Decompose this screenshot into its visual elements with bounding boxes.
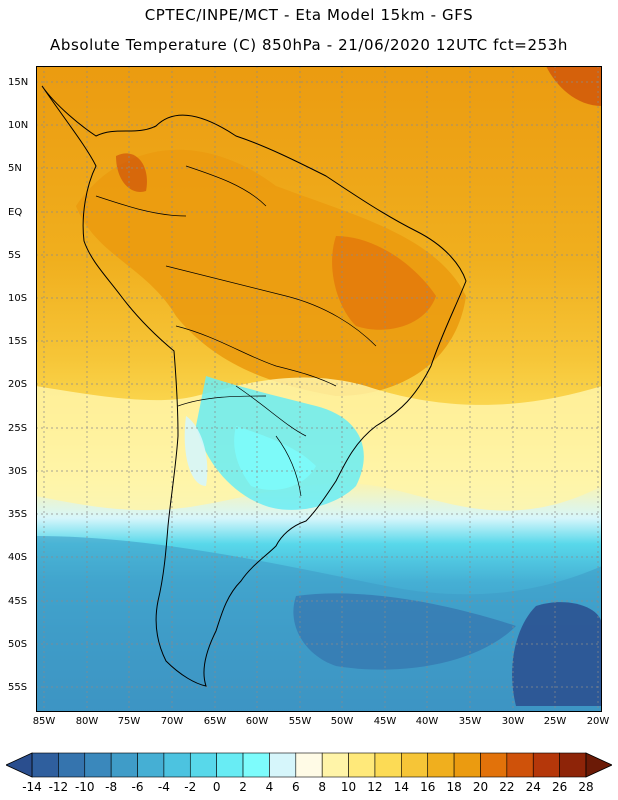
colorbar-cell [532,752,560,778]
lon-label: 50W [330,716,354,727]
lat-label: 10N [8,120,29,131]
lon-label: 85W [32,716,56,727]
colorbar-label: -2 [184,780,197,794]
colorbar-label: 28 [578,780,594,794]
lon-label: 30W [501,716,525,727]
colorbar-cell [559,752,587,778]
lat-label: 10S [8,293,28,304]
colorbar-label: 10 [340,780,357,794]
lon-label: 45W [373,716,397,727]
colorbar-label: 14 [393,780,409,794]
colorbar-label: 12 [367,780,383,794]
colorbar-label: -10 [74,780,95,794]
lon-label: 70W [160,716,184,727]
colorbar-label: -8 [105,780,118,794]
colorbar-cell [58,752,86,778]
colorbar-cell [321,752,349,778]
lat-label: 50S [8,639,28,650]
colorbar-cell [269,752,297,778]
colorbar-label: 18 [446,780,462,794]
colorbar-label: 4 [265,780,274,794]
colorbar-cell [506,752,534,778]
lon-label: 65W [203,716,227,727]
temperature-map [36,66,602,712]
colorbar-cell [189,752,217,778]
lon-label: 35W [458,716,482,727]
colorbar-label: 0 [212,780,221,794]
colorbar-label: -6 [131,780,144,794]
lat-label: 5S [8,250,21,261]
temperature-colorbar [6,752,612,778]
lat-label: 55S [8,682,28,693]
colorbar-label: 20 [472,780,489,794]
colorbar-cell [242,752,270,778]
lat-label: 20S [8,379,28,390]
colorbar-cell [216,752,244,778]
lat-label: 15N [8,77,29,88]
colorbar-cell [480,752,508,778]
colorbar-cell [374,752,402,778]
colorbar-cell [163,752,191,778]
colorbar-cell [31,752,59,778]
colorbar-label: -12 [48,780,69,794]
lat-label: 5N [8,163,22,174]
colorbar-cell [348,752,376,778]
lon-label: 40W [415,716,439,727]
colorbar-label: -14 [22,780,42,794]
colorbar-label: 22 [499,780,515,794]
colorbar-label: 2 [239,780,247,794]
south-america-coastline [41,85,467,687]
colorbar-label: 24 [525,780,541,794]
lat-label: 30S [8,466,28,477]
lat-label: 35S [8,509,28,520]
colorbar-cell [110,752,138,778]
lon-label: 25W [543,716,567,727]
colorbar-label: -4 [157,780,170,794]
map-title-line1: CPTEC/INPE/MCT - Eta Model 15km - GFS [144,6,474,24]
colorbar-cell [401,752,429,778]
lon-label: 55W [288,716,312,727]
lon-label: 20W [586,716,610,727]
lat-label: 45S [8,596,28,607]
lat-label: 25S [8,423,28,434]
lon-label: 80W [75,716,99,727]
map-title-line2: Absolute Temperature (C) 850hPa - 21/06/… [49,36,569,54]
lon-label: 75W [117,716,141,727]
colorbar-label: 26 [551,780,568,794]
lat-label: 15S [8,336,28,347]
lat-label: 40S [8,552,28,563]
colorbar-cell [84,752,112,778]
lat-label: EQ [8,207,23,218]
lon-label: 60W [245,716,269,727]
colorbar-cell [137,752,165,778]
colorbar-label: 8 [318,780,326,794]
colorbar-cell [427,752,455,778]
colorbar-label: 16 [420,780,436,794]
colorbar-cell [453,752,481,778]
colorbar-cell [295,752,323,778]
colorbar-label: 6 [291,780,300,794]
